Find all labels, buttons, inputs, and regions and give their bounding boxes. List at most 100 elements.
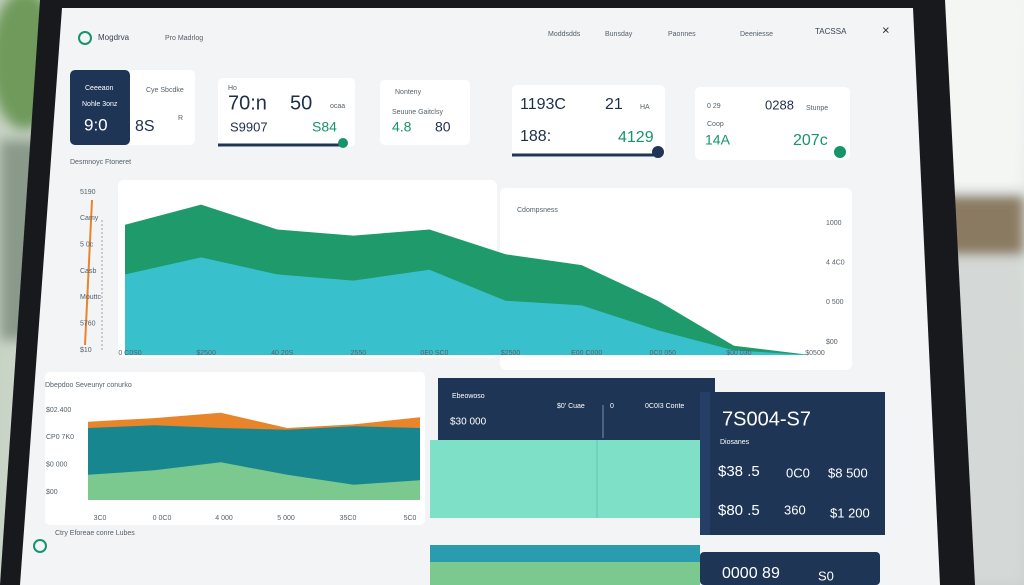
label: Cye Sbcdke [146,87,184,94]
subtitle: Pro Madrlog [165,35,203,42]
y-tick-label: $10 [80,347,92,354]
value: 70:n [228,92,267,114]
chart-footer: Ctry Eforeae conre Lubes [55,530,135,537]
x-tick-label: 0E0 SC0 [420,350,448,357]
value: 4129 [618,129,654,146]
y-tick-label: 5 0c [80,242,94,249]
y-tick-label: Casb [80,268,96,275]
label: ocaa [330,103,345,110]
kpi-card: Ho 70:n 50 ocaa S9907 S84 [218,78,355,148]
label: Ceeeaon [85,85,114,92]
stat: $38 .5 [718,463,760,480]
headline: 7S004-S7 [722,408,811,430]
x-tick-label: E00 C000 [571,350,602,357]
y-tick-label: 1000 [826,220,842,227]
panel-item: $0' Cuae [557,403,585,410]
stat: $80 .5 [718,502,760,519]
x-tick-label: 0C0 050 [650,350,677,357]
y-tick-label: 4 4C0 [826,260,845,267]
x-tick-label: 0 0C0 [153,515,172,522]
kpi-card: 0 29 0288 Stunpe Coop 14A 207c [695,87,850,160]
value: 207c [793,132,828,149]
stats-panel: 7S004-S7 Diosanes $38 .5 0C0 $8 500 $80 … [700,392,885,535]
x-tick-label: 5C0 [404,515,417,522]
chart-subtitle: Cdompsness [517,207,558,214]
panel-value: $30 000 [450,417,487,428]
label: R [178,115,183,122]
value: 80 [435,119,451,135]
value: S84 [312,119,337,135]
strip [430,562,700,585]
panel-item: 0C0I3 Conte [645,403,684,410]
value: 50 [290,92,312,114]
area [125,257,810,355]
value: 21 [605,96,623,113]
status-icon [33,539,47,553]
value: 0288 [765,97,794,112]
plots: 5190 Camy 5 0c Casb Mouttc 5760 $10 1000 4 4C0 0 … [46,189,845,522]
label: Stunpe [806,105,828,112]
stat: 360 [784,502,806,517]
x-tick-label: 40 20S [271,350,294,357]
y-tick-label: CP0 7K0 [46,434,74,441]
y-tick-label: $0 000 [46,462,68,469]
y-tick-label: 5190 [80,189,96,196]
label: 0 29 [707,103,721,110]
area [88,462,420,500]
value: 14A [705,132,731,148]
value: 188: [520,128,551,145]
x-tick-label: $00 030 [726,350,751,357]
y-tick-label: $02.400 [46,407,71,414]
nav-item[interactable]: Paonnes [668,31,696,38]
x-tick-label: 2550 [351,350,367,357]
caption: Diosanes [720,439,750,446]
x-tick-label: 5 000 [277,515,295,522]
value: 8S [135,118,155,135]
kpi-card: 1193C 21 HA 188: 4129 [512,85,665,158]
panel-item: 0 [610,403,614,410]
axis-accent [84,199,93,346]
x-tick-label: 35C0 [340,515,357,522]
panel-title: Ebeowoso [452,393,485,400]
value: 0000 89 [722,565,780,582]
x-tick-label: 4 000 [215,515,233,522]
stat: $8 500 [828,465,868,480]
footer-card: 0000 89 S0 [700,552,880,585]
logo[interactable]: Mogdrva [98,33,130,42]
nav-item[interactable]: Deeniesse [740,31,773,38]
y-tick-label: 5760 [80,321,96,328]
nav-item[interactable]: Bunsday [605,31,633,38]
label: HA [640,104,650,111]
logo-icon [78,31,92,45]
label: Coop [707,121,724,128]
close-button[interactable]: × [882,22,890,37]
y-tick-label: $00 [46,489,58,496]
header: Mogdrva Pro Madrlog Moddsdds Bunsday Pao… [78,22,890,45]
x-tick-label: $2500 [501,350,521,357]
y-tick-label: Mouttc [80,294,102,301]
x-tick-label: $0500 [805,350,825,357]
y-tick-label: $00 [826,339,838,346]
kpi-card: Ceeeaon Nohle 3onz 9:0 Cye Sbcdke 8S R [70,70,195,145]
stat: 0C0 [786,465,810,480]
x-tick-label: $2500 [196,350,216,357]
value: 1193C [520,96,566,113]
value: S9907 [230,119,268,134]
y-tick-label: 0 500 [826,299,844,306]
account[interactable]: TACSSA [815,27,847,36]
chart-title: Dbepdoo Seveunyr conurko [45,382,132,389]
x-tick-label: 0 C0S0 [118,350,141,357]
stat: $1 200 [830,505,870,520]
kpi-card: Nonteny Seuune Gaitclsy 4.8 80 [380,80,470,145]
nav-item[interactable]: Moddsdds [548,31,581,38]
label: Nohle 3onz [82,101,118,108]
y-tick-label: Camy [80,215,99,222]
value: 9:0 [84,115,108,134]
summary-panel: Ebeowoso $0' Cuae 0 0C0I3 Conte $30 000 [430,378,715,518]
label: Ho [228,85,237,92]
value: 4.8 [392,119,412,135]
x-tick-label: 3C0 [94,515,107,522]
chart-title: Desmnoyc Ftoneret [70,159,131,166]
label: Nonteny [395,89,422,96]
